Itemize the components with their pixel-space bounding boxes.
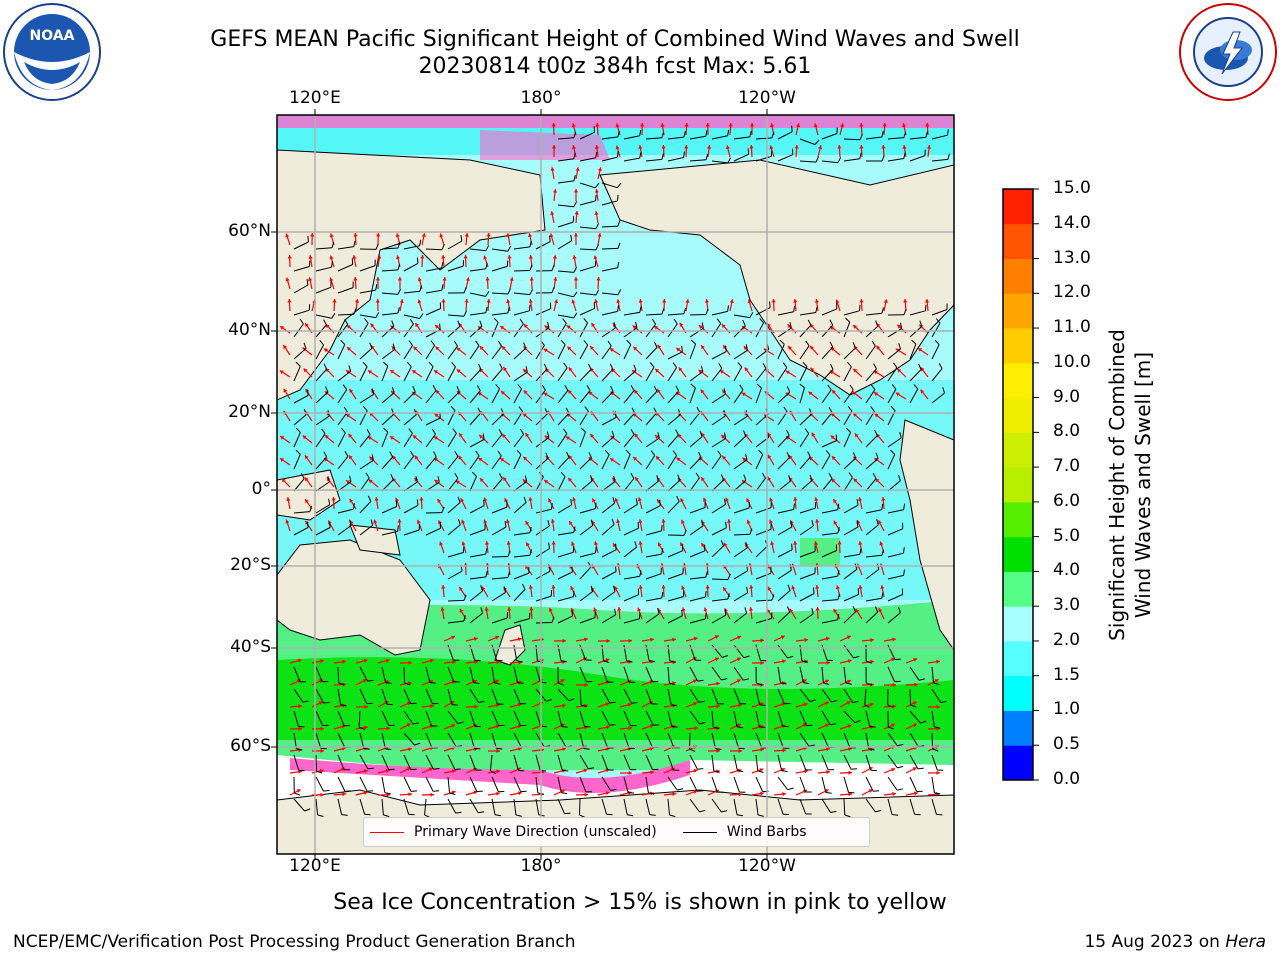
colorbar-segment [1003, 397, 1033, 433]
legend-wave-direction: Primary Wave Direction (unscaled) [370, 824, 657, 840]
colorbar [1002, 188, 1039, 781]
date-text: 15 Aug 2023 on [1084, 932, 1220, 952]
colorbar-segment [1003, 467, 1033, 503]
colorbar-segment [1003, 501, 1033, 538]
sea-ice-note: Sea Ice Concentration > 15% is shown in … [333, 890, 947, 915]
colorbar-segment [1003, 640, 1033, 677]
colorbar-title: Significant Height of Combined Wind Wave… [1105, 329, 1155, 641]
chart-title: GEFS MEAN Pacific Significant Height of … [210, 27, 1020, 52]
lon-label-top: 180° [520, 88, 562, 108]
colorbar-tick-label: 2.0 [1053, 629, 1081, 650]
colorbar-tick-label: 9.0 [1053, 386, 1081, 407]
colorbar-segment [1003, 745, 1033, 781]
colorbar-tick-label: 0.0 [1053, 769, 1081, 789]
legend-wind-label: Wind Barbs [726, 824, 807, 840]
host-text: Hera [1225, 932, 1266, 952]
red-line-icon [370, 831, 404, 833]
colorbar-tick-label: 6.0 [1053, 490, 1081, 511]
colorbar-tick-label: 10.0 [1053, 351, 1091, 372]
lon-label-bottom: 180° [520, 856, 562, 876]
colorbar-segment [1003, 223, 1033, 260]
lon-label-top: 120°E [289, 88, 341, 108]
colorbar-tick-label: 11.0 [1053, 317, 1091, 338]
colorbar-segment [1003, 258, 1033, 294]
colorbar-segment [1003, 189, 1033, 225]
noaa-logo-icon: NOAA [3, 3, 101, 101]
black-line-icon [682, 831, 717, 833]
lat-label: 60°S [230, 736, 271, 756]
colorbar-tick-label: 12.0 [1053, 282, 1091, 303]
colorbar-tick-label: 7.0 [1053, 456, 1081, 477]
colorbar-tick-label: 13.0 [1053, 247, 1091, 268]
graticule [277, 115, 954, 854]
colorbar-segment [1003, 571, 1033, 607]
colorbar-segment [1003, 710, 1033, 746]
chart-subtitle: 20230814 t00z 384h fcst Max: 5.61 [418, 54, 812, 79]
lat-label: 20°N [228, 402, 271, 422]
sea-ice-north [277, 115, 954, 128]
colorbar-segment [1003, 606, 1033, 642]
lat-label: 40°N [228, 320, 271, 340]
legend-wave-label: Primary Wave Direction (unscaled) [414, 824, 657, 840]
colorbar-tick-label: 1.0 [1053, 699, 1081, 720]
colorbar-tick-label: 5.0 [1053, 525, 1081, 546]
lon-label-bottom: 120°E [289, 856, 341, 876]
svg-text:NOAA: NOAA [30, 28, 75, 44]
colorbar-segment [1003, 293, 1033, 329]
lat-label: 60°N [228, 221, 271, 241]
colorbar-segment [1003, 536, 1033, 572]
colorbar-segment [1003, 432, 1033, 468]
colorbar-tick-label: 15.0 [1053, 178, 1091, 198]
lat-label: 40°S [230, 637, 271, 657]
lon-label-top: 120°W [738, 88, 796, 108]
colorbar-segment [1003, 675, 1033, 711]
colorbar-tick-label: 4.0 [1053, 560, 1081, 581]
lon-label-bottom: 120°W [738, 856, 796, 876]
lat-label: 20°S [230, 555, 271, 575]
colorbar-tick-label: 0.5 [1053, 734, 1081, 755]
sea-ice-south [290, 758, 690, 793]
map-frame [276, 114, 955, 855]
colorbar-tick-label: 14.0 [1053, 212, 1091, 233]
colorbar-segment [1003, 328, 1033, 364]
credit-text: NCEP/EMC/Verification Post Processing Pr… [13, 932, 576, 952]
colorbar-tick-label: 8.0 [1053, 421, 1081, 442]
colorbar-tick-label: 3.0 [1053, 595, 1081, 616]
nws-logo-icon [1179, 3, 1277, 101]
date-credit: 15 Aug 2023 on Hera [1084, 932, 1266, 952]
colorbar-segment [1003, 362, 1033, 399]
legend-wind-barbs: Wind Barbs [682, 824, 807, 840]
colorbar-tick-label: 1.5 [1053, 664, 1081, 685]
wave-direction-arrows [279, 122, 941, 797]
lat-label: 0° [251, 479, 271, 499]
map-legend: Primary Wave Direction (unscaled) Wind B… [363, 817, 870, 847]
wind-barbs [293, 125, 950, 819]
